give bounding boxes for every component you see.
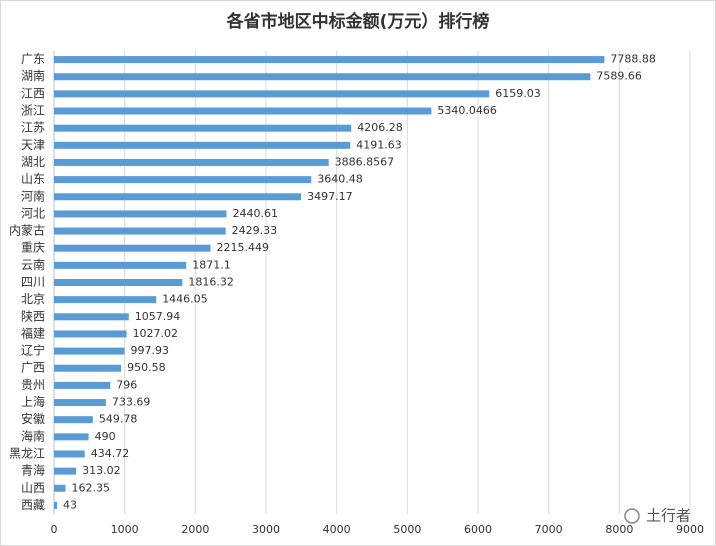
bar bbox=[54, 399, 106, 407]
bar bbox=[54, 124, 352, 132]
x-tick-label: 2000 bbox=[181, 523, 209, 536]
y-tick-label: 广东 bbox=[21, 52, 45, 66]
data-label: 2215.449 bbox=[217, 241, 270, 254]
bar bbox=[54, 90, 490, 98]
data-label: 2440.61 bbox=[232, 207, 278, 220]
x-tick-label: 0 bbox=[51, 523, 58, 536]
data-label: 3886.8567 bbox=[335, 155, 395, 168]
bar bbox=[54, 416, 93, 424]
y-tick-label: 河北 bbox=[21, 206, 45, 220]
bar bbox=[54, 244, 211, 252]
data-label: 162.35 bbox=[71, 481, 110, 494]
bar bbox=[54, 484, 66, 492]
y-tick-label: 山西 bbox=[21, 481, 45, 495]
data-label: 1816.32 bbox=[188, 276, 234, 289]
x-tick-label: 4000 bbox=[323, 523, 351, 536]
data-label: 4191.63 bbox=[356, 138, 402, 151]
y-tick-label: 湖北 bbox=[21, 154, 45, 169]
data-label: 5340.0466 bbox=[437, 104, 497, 117]
y-tick-label: 海南 bbox=[21, 428, 45, 443]
bar bbox=[54, 261, 187, 269]
bar bbox=[54, 450, 85, 458]
y-tick-label: 辽宁 bbox=[21, 343, 45, 358]
y-tick-label: 重庆 bbox=[21, 241, 45, 255]
data-label: 3640.48 bbox=[317, 173, 363, 186]
y-tick-label: 贵州 bbox=[21, 378, 45, 392]
data-label: 490 bbox=[95, 430, 116, 443]
data-label: 7589.66 bbox=[596, 70, 642, 83]
watermark-text: 土行者 bbox=[646, 507, 691, 525]
bar bbox=[54, 296, 157, 304]
y-tick-label: 山东 bbox=[21, 172, 45, 186]
data-label: 733.69 bbox=[112, 396, 151, 409]
data-label: 549.78 bbox=[99, 413, 138, 426]
bar bbox=[54, 210, 227, 218]
bar bbox=[54, 381, 111, 389]
bar bbox=[54, 467, 77, 475]
y-tick-label: 青海 bbox=[21, 463, 45, 478]
data-label: 7788.88 bbox=[610, 53, 656, 66]
chart-title: 各省市地区中标金额(万元）排行榜 bbox=[226, 11, 490, 32]
bar bbox=[54, 158, 329, 166]
data-label: 796 bbox=[116, 378, 137, 391]
x-tick-label: 1000 bbox=[111, 523, 139, 536]
y-tick-label: 内蒙古 bbox=[9, 223, 45, 238]
y-tick-label: 广西 bbox=[21, 361, 45, 375]
data-label: 1027.02 bbox=[133, 327, 179, 340]
bar bbox=[54, 73, 591, 81]
data-label: 434.72 bbox=[91, 447, 130, 460]
bar bbox=[54, 433, 89, 441]
y-tick-label: 安徽 bbox=[21, 411, 45, 426]
data-label: 1057.94 bbox=[135, 310, 181, 323]
bar bbox=[54, 347, 125, 355]
x-tick-label: 6000 bbox=[464, 523, 492, 536]
x-tick-label: 7000 bbox=[535, 523, 563, 536]
bar bbox=[54, 313, 129, 321]
bar bbox=[54, 279, 183, 286]
bar bbox=[54, 227, 226, 235]
y-tick-label: 江苏 bbox=[21, 121, 45, 135]
x-tick-label: 5000 bbox=[393, 523, 421, 536]
y-tick-label: 四川 bbox=[21, 275, 45, 289]
data-label: 313.02 bbox=[82, 464, 121, 477]
data-label: 1446.05 bbox=[162, 293, 208, 306]
data-label: 950.58 bbox=[127, 361, 166, 374]
watermark-icon bbox=[624, 508, 640, 524]
watermark: 土行者 bbox=[624, 507, 691, 525]
y-tick-label: 江西 bbox=[21, 86, 45, 100]
bar bbox=[54, 176, 312, 184]
bar bbox=[54, 141, 351, 149]
y-tick-label: 西藏 bbox=[21, 498, 45, 512]
data-label: 2429.33 bbox=[232, 224, 278, 237]
data-label: 6159.03 bbox=[495, 87, 541, 100]
bar bbox=[54, 330, 127, 338]
y-tick-label: 北京 bbox=[21, 292, 45, 306]
data-label: 1871.1 bbox=[192, 258, 231, 271]
y-tick-label: 河南 bbox=[21, 188, 45, 203]
y-tick-label: 福建 bbox=[21, 325, 45, 340]
y-tick-label: 陕西 bbox=[21, 308, 45, 323]
data-label: 3497.17 bbox=[307, 190, 353, 203]
y-tick-label: 黑龙江 bbox=[9, 446, 45, 460]
bar bbox=[54, 193, 302, 201]
y-tick-label: 云南 bbox=[21, 257, 45, 272]
bar bbox=[54, 501, 58, 509]
data-label: 997.93 bbox=[131, 344, 170, 357]
y-tick-label: 上海 bbox=[21, 394, 45, 409]
data-label: 43 bbox=[63, 498, 77, 511]
x-tick-label: 8000 bbox=[605, 523, 633, 536]
y-tick-label: 天津 bbox=[21, 138, 45, 152]
data-label: 4206.28 bbox=[357, 121, 403, 134]
y-tick-label: 浙江 bbox=[21, 104, 45, 118]
x-tick-label: 3000 bbox=[252, 523, 280, 536]
bar bbox=[54, 364, 122, 372]
bar bbox=[54, 107, 432, 115]
x-tick-label: 9000 bbox=[676, 523, 704, 536]
bar bbox=[54, 56, 605, 64]
y-tick-label: 湖南 bbox=[21, 68, 45, 83]
